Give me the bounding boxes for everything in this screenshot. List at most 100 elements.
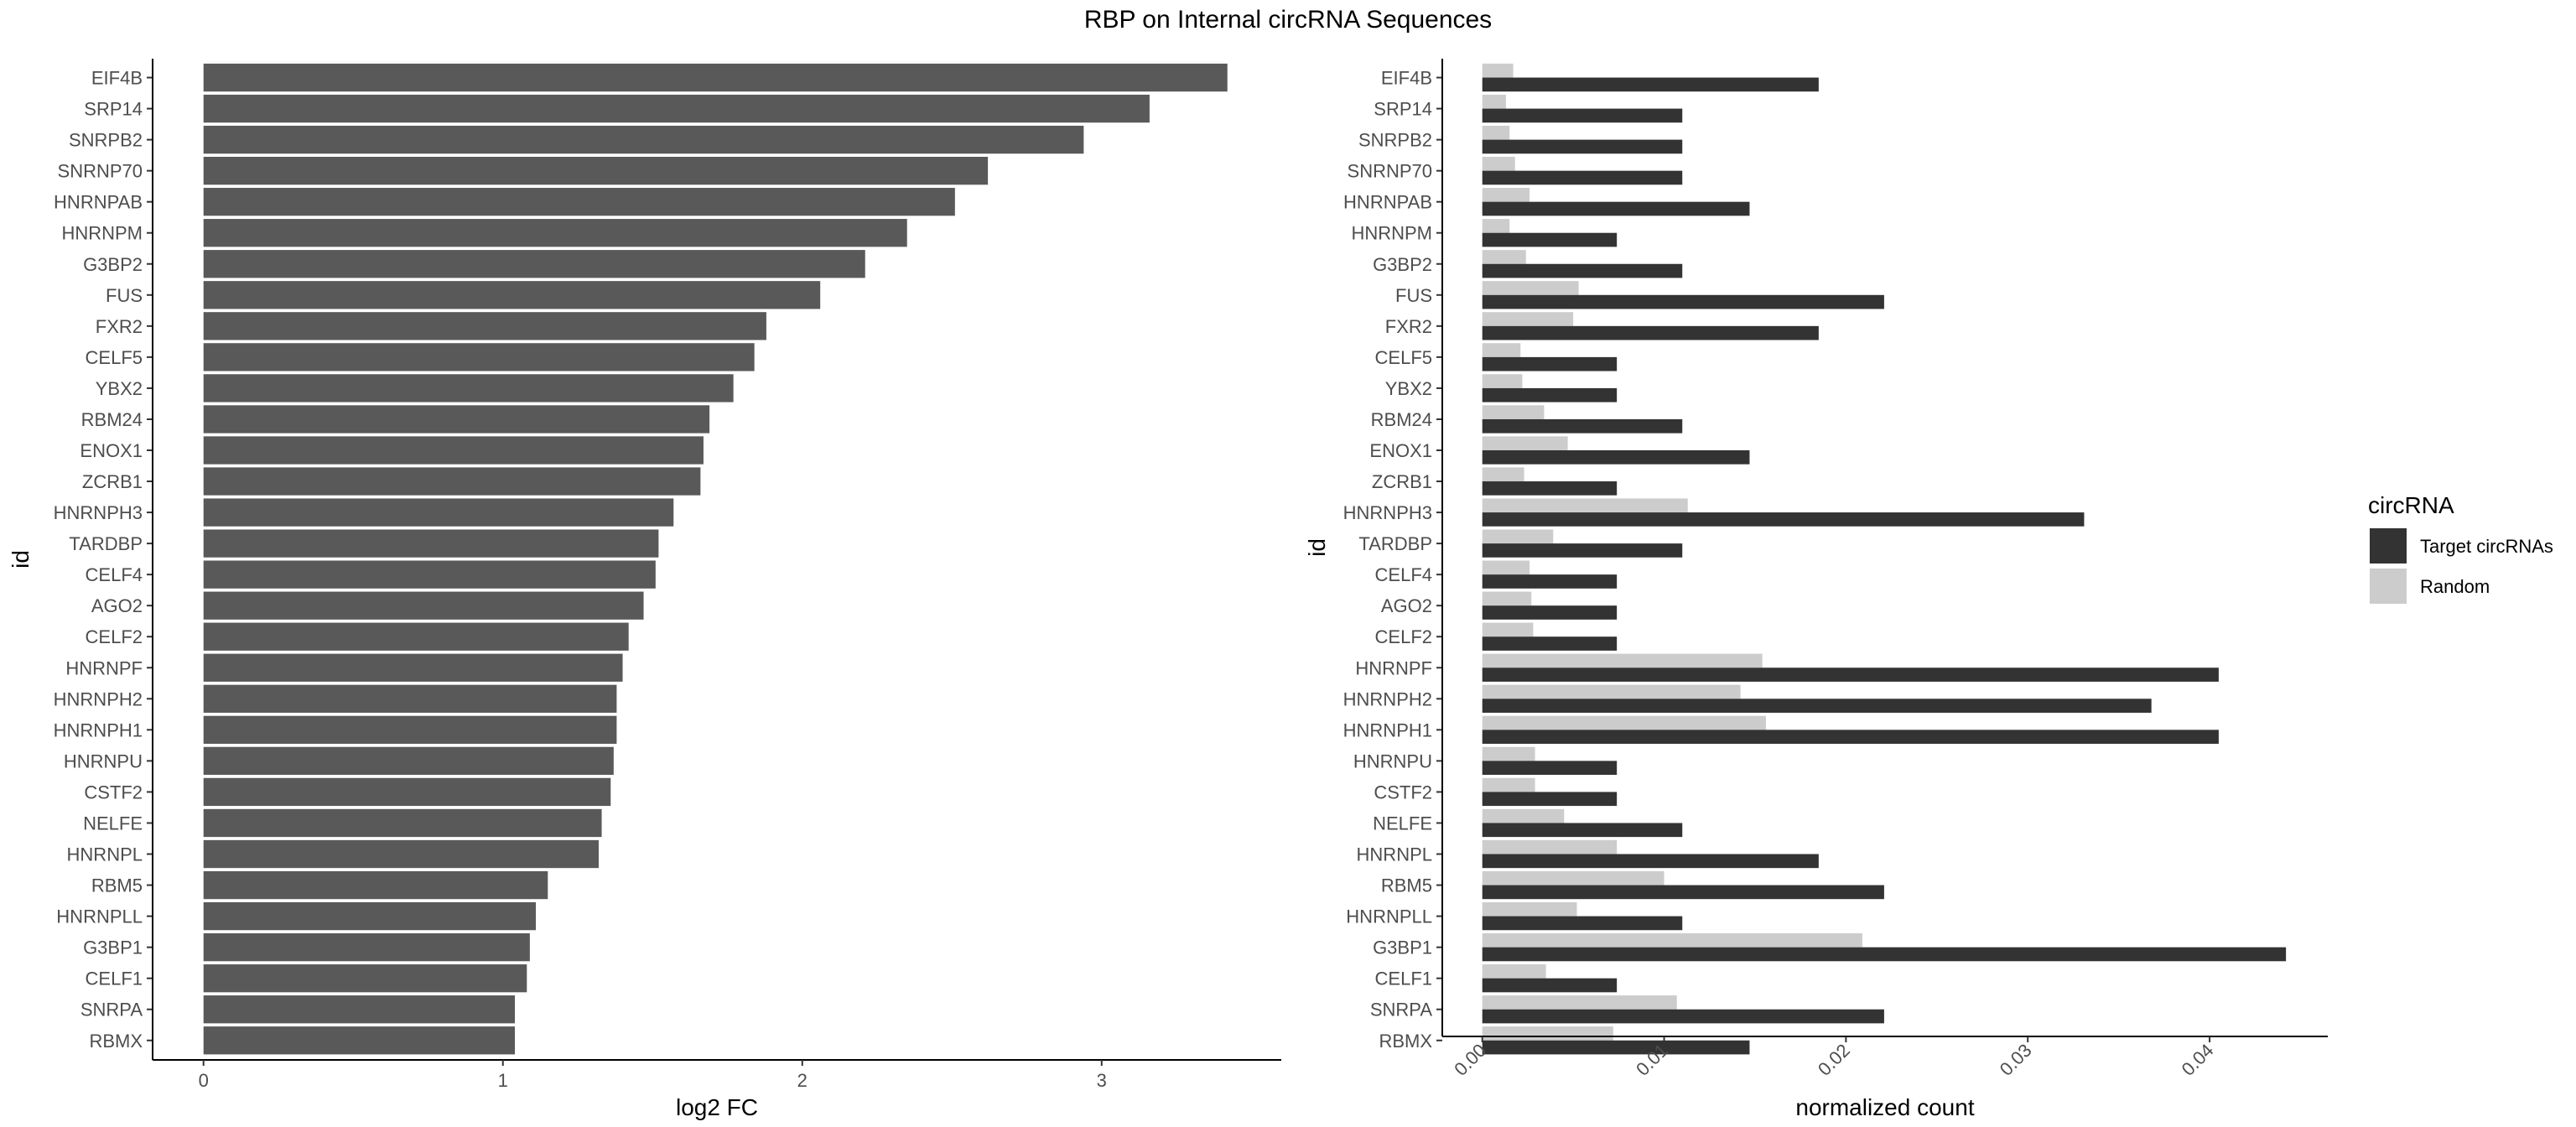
bar-target-hnrnph2 bbox=[1482, 699, 2152, 713]
legend-swatch bbox=[2370, 569, 2407, 604]
legend: circRNA Target circRNAs Random bbox=[2368, 492, 2553, 604]
bar-random-tardbp bbox=[1482, 529, 1554, 544]
bar-celf4 bbox=[203, 560, 656, 589]
y-tick-label: CELF1 bbox=[1375, 969, 1432, 989]
bar-target-rbm5 bbox=[1482, 885, 1884, 900]
y-tick-label: CELF5 bbox=[86, 347, 143, 368]
bar-target-hnrnpf bbox=[1482, 667, 2219, 682]
bar-target-zcrb1 bbox=[1482, 481, 1618, 496]
bar-hnrnpl bbox=[203, 839, 599, 869]
bar-target-hnrnph1 bbox=[1482, 730, 2219, 745]
bar-target-celf2 bbox=[1482, 636, 1618, 651]
bar-target-hnrnpab bbox=[1482, 201, 1750, 216]
y-tick-label: HNRNPH2 bbox=[54, 688, 143, 709]
y-tick-label: HNRNPL bbox=[1357, 844, 1432, 865]
bar-target-g3bp2 bbox=[1482, 263, 1683, 278]
y-tick-label: AGO2 bbox=[1381, 595, 1432, 616]
bar-rbm5 bbox=[203, 870, 548, 900]
y-tick-label: HNRNPF bbox=[65, 657, 143, 678]
y-tick-label: SNRPA bbox=[1370, 1000, 1432, 1021]
y-tick-label: HNRNPLL bbox=[56, 906, 143, 927]
x-tick-label: 0.03 bbox=[1996, 1040, 2036, 1080]
y-tick-label: ZCRB1 bbox=[82, 471, 143, 492]
y-tick-label: EIF4B bbox=[1381, 68, 1432, 89]
bar-hnrnpab bbox=[203, 188, 955, 216]
bar-hnrnpm bbox=[203, 219, 907, 247]
bar-rbm24 bbox=[203, 405, 710, 434]
y-tick-label: HNRNPH1 bbox=[54, 719, 143, 740]
bar-target-hnrnpl bbox=[1482, 854, 1819, 869]
bar-random-celf4 bbox=[1482, 560, 1530, 575]
bar-target-nelfe bbox=[1482, 823, 1683, 838]
bar-random-cstf2 bbox=[1482, 777, 1535, 792]
bar-random-rbm24 bbox=[1482, 405, 1545, 419]
bar-random-hnrnpl bbox=[1482, 839, 1618, 854]
bar-hnrnpf bbox=[203, 653, 623, 682]
bar-hnrnph3 bbox=[203, 498, 674, 527]
y-tick-label: G3BP2 bbox=[1373, 254, 1432, 275]
bar-snrpb2 bbox=[203, 125, 1084, 154]
y-tick-label: RBM5 bbox=[1381, 875, 1432, 896]
bar-ago2 bbox=[203, 591, 644, 620]
y-tick-label: HNRNPM bbox=[1351, 223, 1432, 244]
y-tick-label: YBX2 bbox=[1385, 378, 1432, 399]
bar-hnrnpll bbox=[203, 901, 536, 931]
bar-random-g3bp1 bbox=[1482, 932, 1862, 948]
y-tick-label: SRP14 bbox=[1374, 99, 1432, 120]
bar-hnrnpu bbox=[203, 746, 614, 776]
bar-target-eif4b bbox=[1482, 77, 1819, 92]
bar-zcrb1 bbox=[203, 467, 701, 496]
bar-target-hnrnpll bbox=[1482, 916, 1683, 931]
x-tick-label: 0.02 bbox=[1814, 1040, 1854, 1080]
bar-random-fxr2 bbox=[1482, 312, 1574, 326]
bar-target-rbm24 bbox=[1482, 418, 1683, 434]
y-tick-label: CSTF2 bbox=[1374, 782, 1432, 802]
y-tick-label: NELFE bbox=[83, 813, 143, 834]
y-tick-label: CELF2 bbox=[86, 626, 143, 647]
y-tick-label: HNRNPH2 bbox=[1343, 688, 1432, 709]
y-tick-label: HNRNPH1 bbox=[1343, 719, 1432, 740]
bar-tardbp bbox=[203, 529, 659, 558]
y-tick-label: CELF5 bbox=[1375, 347, 1432, 368]
bar-celf1 bbox=[203, 964, 527, 993]
bar-target-g3bp1 bbox=[1482, 947, 2287, 962]
bar-snrpa bbox=[203, 995, 516, 1024]
y-tick-label: HNRNPH3 bbox=[1343, 502, 1432, 523]
y-tick-label: HNRNPAB bbox=[54, 192, 143, 213]
bar-enox1 bbox=[203, 436, 704, 465]
bar-hnrnph2 bbox=[203, 684, 617, 713]
bar-target-snrpa bbox=[1482, 1009, 1884, 1024]
x-axis-title: log2 FC bbox=[676, 1094, 758, 1120]
y-tick-label: RBM24 bbox=[1371, 409, 1432, 430]
right-panel-normalized-count: EIF4B SRP14 SNRPB2 SNRNP70 HNRNPAB HNRNPM G3BP… bbox=[1304, 59, 2328, 1120]
bar-nelfe bbox=[203, 808, 602, 838]
bar-random-hnrnpu bbox=[1482, 746, 1535, 761]
bar-target-snrnp70 bbox=[1482, 170, 1683, 185]
y-axis-title: id bbox=[8, 550, 34, 569]
bar-target-fxr2 bbox=[1482, 325, 1819, 340]
bar-target-cstf2 bbox=[1482, 792, 1618, 807]
y-tick-label: HNRNPAB bbox=[1343, 192, 1432, 213]
y-tick-label: HNRNPL bbox=[67, 844, 143, 865]
bar-celf5 bbox=[203, 343, 755, 371]
bar-random-zcrb1 bbox=[1482, 467, 1524, 482]
bar-target-tardbp bbox=[1482, 543, 1683, 558]
y-tick-label: SNRNP70 bbox=[58, 161, 143, 182]
bar-rbmx bbox=[203, 1026, 516, 1055]
y-tick-label: FUS bbox=[106, 285, 143, 306]
y-tick-label: EIF4B bbox=[91, 68, 143, 89]
bar-target-enox1 bbox=[1482, 450, 1750, 465]
bar-random-hnrnpll bbox=[1482, 901, 1577, 917]
bar-g3bp2 bbox=[203, 250, 865, 278]
x-tick-label: 2 bbox=[797, 1070, 808, 1091]
bar-ybx2 bbox=[203, 374, 734, 402]
bar-target-snrpb2 bbox=[1482, 139, 1683, 154]
bar-target-ybx2 bbox=[1482, 387, 1618, 402]
bar-random-enox1 bbox=[1482, 436, 1568, 450]
y-tick-label: AGO2 bbox=[91, 595, 143, 616]
y-tick-label: CELF4 bbox=[1375, 564, 1432, 585]
bar-random-fus bbox=[1482, 281, 1579, 295]
y-tick-label: HNRNPM bbox=[61, 223, 143, 244]
bar-target-hnrnph3 bbox=[1482, 512, 2085, 527]
